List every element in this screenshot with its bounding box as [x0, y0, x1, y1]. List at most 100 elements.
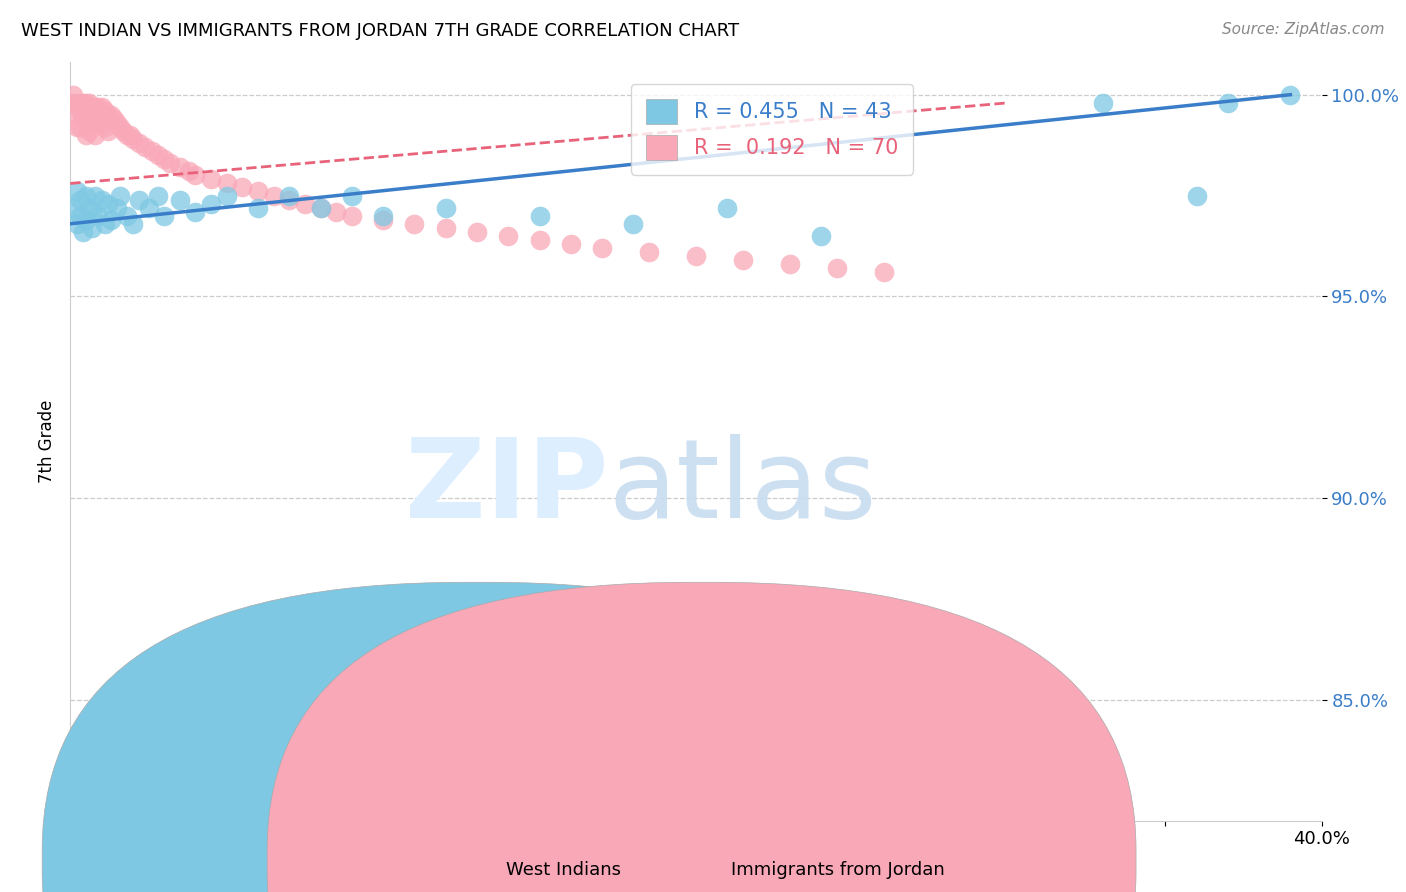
Point: [93, 120, 115, 134]
Point: [404, 217, 426, 231]
Point: [146, 148, 169, 162]
Point: [371, 209, 394, 223]
Point: [371, 212, 394, 227]
Text: WEST INDIAN VS IMMIGRANTS FROM JORDAN 7TH GRADE CORRELATION CHART: WEST INDIAN VS IMMIGRANTS FROM JORDAN 7T…: [21, 22, 740, 40]
Point: [621, 217, 644, 231]
Point: [340, 188, 363, 202]
Point: [87, 100, 110, 114]
Point: [77, 201, 100, 215]
Point: [169, 161, 191, 175]
Point: [87, 209, 110, 223]
Point: [325, 204, 347, 219]
Point: [1216, 95, 1239, 110]
Point: [90, 116, 112, 130]
Point: [247, 185, 270, 199]
Point: [69, 95, 91, 110]
Point: [82, 220, 104, 235]
Point: [110, 188, 132, 202]
Point: [62, 201, 84, 215]
Point: [72, 225, 94, 239]
Point: [84, 128, 107, 142]
Point: [179, 164, 201, 178]
Point: [69, 120, 91, 134]
Point: [65, 108, 87, 122]
Point: [121, 132, 145, 146]
Point: [498, 228, 520, 243]
Point: [128, 136, 150, 150]
Point: [294, 196, 316, 211]
Point: [434, 201, 457, 215]
Point: [65, 217, 87, 231]
Point: [309, 201, 332, 215]
Point: [825, 261, 848, 276]
Point: [77, 95, 100, 110]
Point: [138, 201, 160, 215]
Point: [82, 100, 104, 114]
Point: [118, 128, 141, 142]
Point: [97, 196, 120, 211]
Point: [153, 153, 176, 167]
Point: [103, 112, 125, 126]
Point: [87, 116, 110, 130]
Point: [75, 212, 97, 227]
Point: [62, 87, 84, 102]
Point: [69, 103, 91, 118]
Point: [200, 172, 222, 186]
Point: [340, 209, 363, 223]
Text: ZIP: ZIP: [405, 434, 609, 541]
Point: [65, 185, 87, 199]
Point: [434, 220, 457, 235]
Point: [100, 108, 122, 122]
Point: [1185, 188, 1208, 202]
Point: [1279, 87, 1302, 102]
Point: [153, 209, 176, 223]
Point: [465, 225, 488, 239]
Point: [184, 204, 207, 219]
Point: [72, 95, 94, 110]
Point: [278, 193, 301, 207]
Point: [278, 188, 301, 202]
Point: [263, 188, 285, 202]
Point: [69, 193, 91, 207]
Point: [872, 265, 894, 279]
Point: [77, 124, 100, 138]
Point: [529, 209, 551, 223]
Point: [65, 95, 87, 110]
Point: [169, 193, 191, 207]
Point: [141, 144, 163, 158]
Y-axis label: 7th Grade: 7th Grade: [38, 400, 56, 483]
Point: [309, 201, 332, 215]
Text: atlas: atlas: [609, 434, 877, 541]
Point: [75, 95, 97, 110]
Point: [810, 228, 832, 243]
Point: [115, 128, 138, 142]
Point: [215, 188, 238, 202]
Point: [779, 257, 801, 271]
FancyBboxPatch shape: [267, 582, 1136, 892]
FancyBboxPatch shape: [42, 582, 911, 892]
Point: [685, 249, 707, 263]
Point: [159, 156, 181, 170]
Point: [200, 196, 222, 211]
Point: [62, 95, 84, 110]
Point: [134, 140, 156, 154]
Point: [1091, 95, 1114, 110]
Point: [121, 217, 145, 231]
Point: [84, 112, 107, 126]
Point: [75, 128, 97, 142]
Point: [105, 116, 128, 130]
Point: [93, 103, 115, 118]
Point: [69, 209, 91, 223]
Point: [84, 188, 107, 202]
Text: West Indians: West Indians: [506, 861, 621, 879]
Point: [638, 245, 661, 260]
Point: [247, 201, 270, 215]
Point: [97, 124, 120, 138]
Text: Source: ZipAtlas.com: Source: ZipAtlas.com: [1222, 22, 1385, 37]
Point: [731, 253, 754, 268]
Point: [82, 116, 104, 130]
Point: [146, 188, 169, 202]
Point: [560, 236, 582, 251]
Point: [65, 120, 87, 134]
Point: [128, 193, 150, 207]
